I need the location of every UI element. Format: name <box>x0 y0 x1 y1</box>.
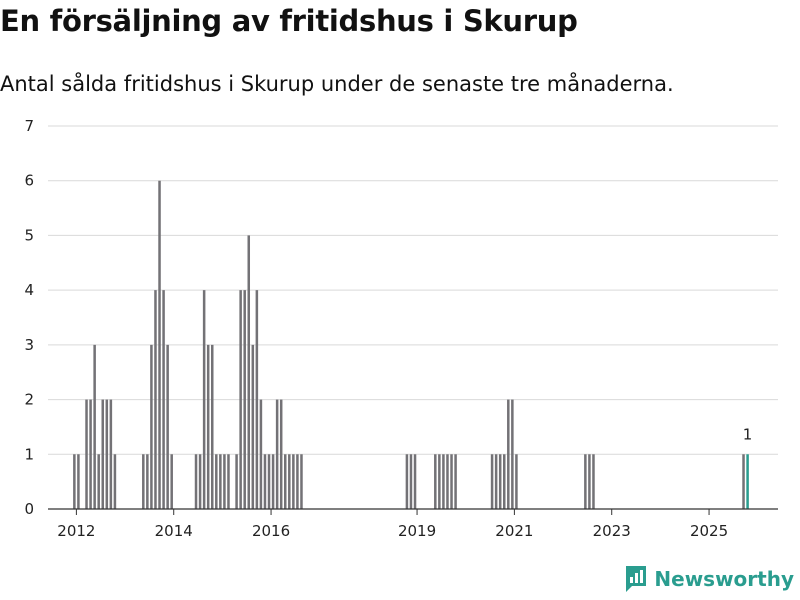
bar <box>251 344 255 509</box>
bar <box>283 454 287 509</box>
bar <box>292 454 295 509</box>
bar <box>235 454 238 509</box>
y-tick-label: 2 <box>24 391 34 409</box>
bar <box>210 344 214 509</box>
bar <box>584 454 587 509</box>
bar <box>271 454 275 509</box>
y-tick-label: 1 <box>24 445 34 463</box>
newsworthy-logo-icon <box>626 566 647 592</box>
bar <box>259 399 263 509</box>
x-tick-label: 2016 <box>252 522 290 540</box>
bar <box>223 454 226 509</box>
chart-subtitle: Antal sålda fritidshus i Skurup under de… <box>0 72 674 96</box>
bar <box>243 290 246 509</box>
bar <box>154 290 157 509</box>
bar <box>150 344 153 509</box>
bar <box>73 454 76 509</box>
x-tick-label: 2023 <box>593 522 631 540</box>
bar <box>113 454 117 509</box>
bar <box>85 399 88 509</box>
bar <box>434 454 437 509</box>
bar <box>454 454 457 509</box>
bar <box>255 290 259 509</box>
chart-title: En försäljning av fritidshus i Skurup <box>0 4 578 38</box>
bar <box>109 399 113 509</box>
bar <box>498 454 502 509</box>
bar <box>247 235 251 509</box>
bar <box>158 180 161 509</box>
bar <box>267 454 271 509</box>
bar <box>275 399 279 509</box>
bar <box>588 454 591 509</box>
bar <box>93 344 96 509</box>
bar <box>511 399 514 509</box>
x-tick-label: 2021 <box>495 522 533 540</box>
bar <box>490 454 494 509</box>
bar <box>442 454 445 509</box>
bar <box>450 454 453 509</box>
y-tick-label: 3 <box>24 336 34 354</box>
bar <box>446 454 449 509</box>
bar <box>194 454 198 509</box>
brand-name: Newsworthy <box>654 567 794 591</box>
bar <box>239 290 242 509</box>
bar <box>502 454 506 509</box>
bar <box>198 454 202 509</box>
bar <box>170 454 173 509</box>
bar <box>494 454 498 509</box>
bar <box>77 454 80 509</box>
bar <box>89 399 92 509</box>
bar <box>592 454 595 509</box>
x-tick-label: 2019 <box>398 522 436 540</box>
x-tick-label: 2014 <box>155 522 193 540</box>
bar <box>300 454 303 509</box>
bar <box>746 454 749 509</box>
y-tick-label: 5 <box>24 226 34 244</box>
bar <box>162 290 165 509</box>
x-tick-label: 2012 <box>57 522 95 540</box>
bar <box>142 454 145 509</box>
bar <box>202 290 206 509</box>
bar <box>515 454 518 509</box>
bar <box>166 344 169 509</box>
bar <box>405 454 409 509</box>
bar <box>438 454 441 509</box>
bar <box>279 399 283 509</box>
bar <box>101 399 105 509</box>
bar <box>227 454 230 509</box>
data-label: 1 <box>743 425 753 443</box>
y-tick-label: 6 <box>24 172 34 190</box>
bar <box>413 454 417 509</box>
bar <box>263 454 267 509</box>
bar <box>296 454 299 509</box>
bar <box>97 454 100 509</box>
bar <box>219 454 222 509</box>
y-tick-label: 7 <box>24 117 34 135</box>
y-tick-label: 0 <box>24 500 34 518</box>
bar <box>105 399 109 509</box>
bar <box>215 454 218 509</box>
bar <box>206 344 210 509</box>
bar <box>507 399 510 509</box>
bar <box>288 454 291 509</box>
bar <box>409 454 413 509</box>
brand-logo: Newsworthy <box>624 564 794 594</box>
x-tick-label: 2025 <box>690 522 728 540</box>
bar <box>742 454 745 509</box>
y-tick-label: 4 <box>24 281 34 299</box>
bar <box>146 454 149 509</box>
